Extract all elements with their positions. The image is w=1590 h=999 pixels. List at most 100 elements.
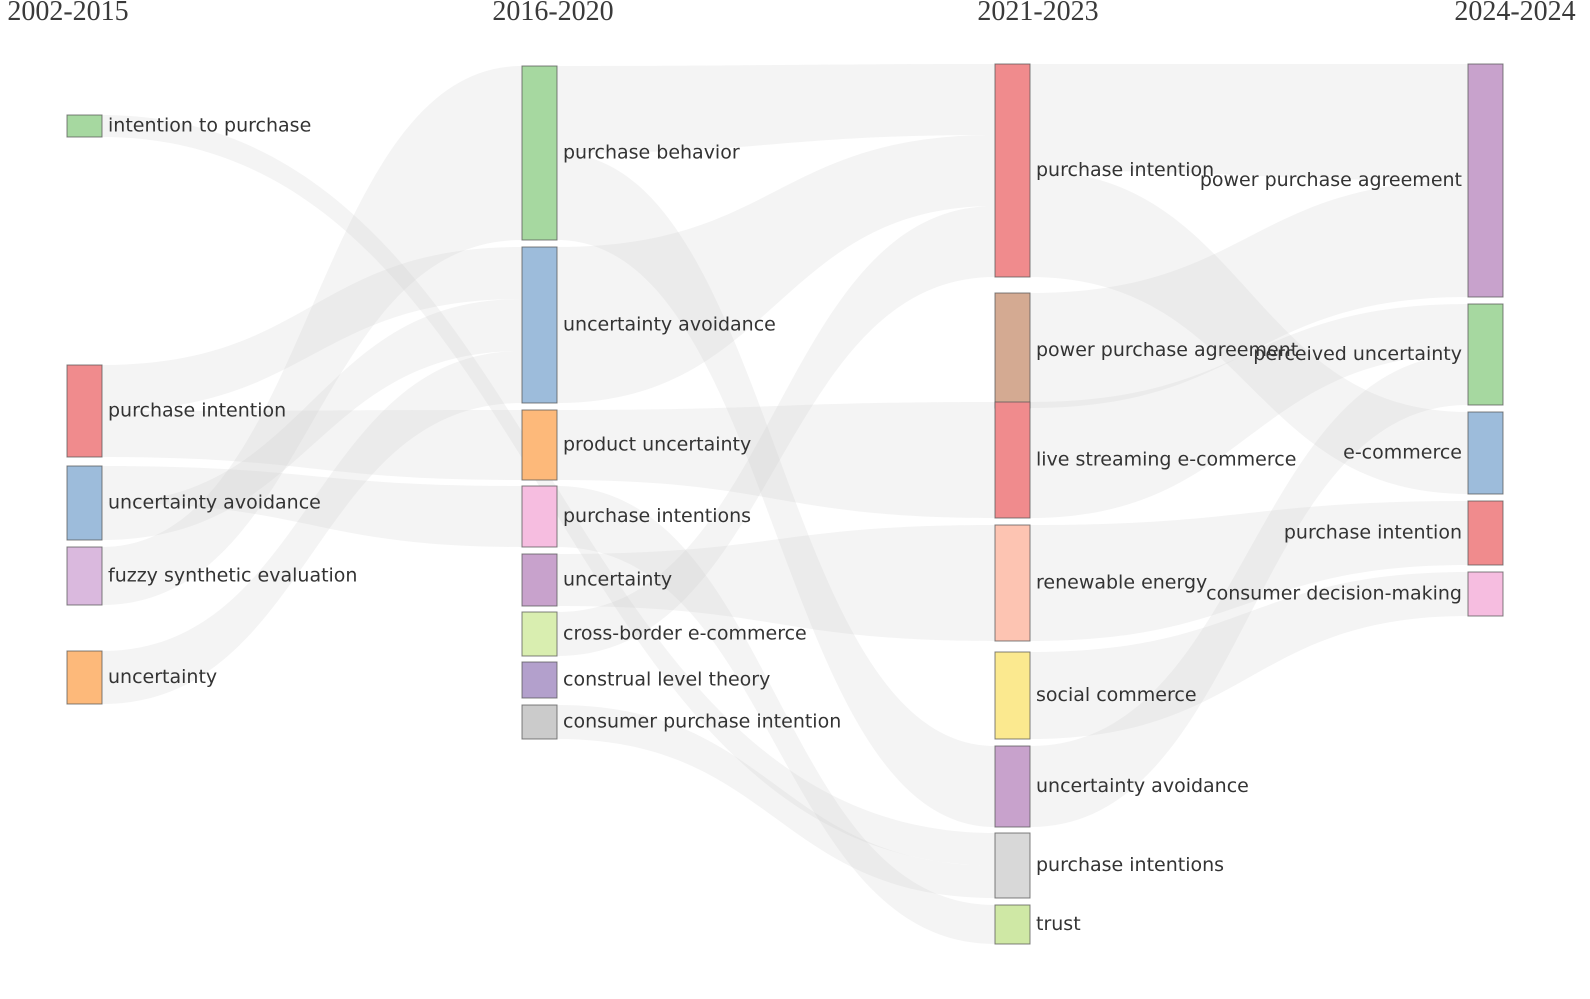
node-label: uncertainty (563, 569, 672, 591)
node-bar[interactable] (1467, 411, 1504, 495)
node-label: purchase intention (108, 400, 286, 422)
node-c2n1[interactable]: power purchase agreement (994, 292, 1298, 409)
node-label: purchase intention (1036, 159, 1214, 181)
node-label: uncertainty avoidance (1036, 775, 1249, 797)
node-bar[interactable] (994, 904, 1031, 945)
flow-c0n2-c1n1[interactable] (102, 299, 522, 540)
node-bar[interactable] (521, 611, 558, 657)
node-c3n2[interactable]: e-commerce (1343, 411, 1504, 495)
node-c3n4[interactable]: consumer decision-making (1206, 571, 1504, 617)
node-bar[interactable] (1467, 63, 1504, 298)
node-c1n5[interactable]: cross-border e-commerce (521, 611, 807, 657)
flow-c1n1-c2n0[interactable] (557, 135, 995, 403)
period-header: 2024-2024 (1454, 0, 1575, 27)
node-label: consumer purchase intention (563, 711, 841, 733)
node-bar[interactable] (521, 704, 558, 740)
flow-c2n1-c3n0[interactable] (1030, 180, 1468, 409)
node-bar[interactable] (1467, 500, 1504, 566)
node-c1n4[interactable]: uncertainty (521, 553, 672, 607)
node-label: intention to purchase (108, 115, 311, 137)
node-label: renewable energy (1036, 572, 1207, 594)
node-bar[interactable] (66, 546, 103, 606)
node-bar[interactable] (66, 650, 103, 705)
node-c0n4[interactable]: uncertainty (66, 650, 217, 705)
node-bar[interactable] (994, 745, 1031, 828)
node-label: uncertainty avoidance (108, 492, 321, 514)
node-bar[interactable] (1467, 303, 1504, 406)
node-c0n2[interactable]: uncertainty avoidance (66, 465, 321, 541)
node-bar[interactable] (521, 246, 558, 404)
node-c3n1[interactable]: perceived uncertainty (1253, 303, 1504, 406)
node-c2n0[interactable]: purchase intention (994, 63, 1214, 278)
node-c3n3[interactable]: purchase intention (1284, 500, 1504, 566)
node-c0n0[interactable]: intention to purchase (66, 114, 311, 138)
node-c2n6[interactable]: purchase intentions (994, 832, 1224, 899)
node-c3n0[interactable]: power purchase agreement (1200, 63, 1504, 298)
node-bar[interactable] (994, 401, 1031, 519)
node-bar[interactable] (994, 292, 1031, 409)
flow-c2n5-c3n1[interactable] (1030, 354, 1468, 828)
node-c2n3[interactable]: renewable energy (994, 524, 1207, 642)
node-c1n7[interactable]: consumer purchase intention (521, 704, 841, 740)
flow-c2n4-c3n4[interactable] (1030, 572, 1468, 739)
node-label: purchase intention (1284, 522, 1462, 544)
period-header: 2016-2020 (492, 0, 613, 27)
node-c0n3[interactable]: fuzzy synthetic evaluation (66, 546, 357, 606)
period-header: 2021-2023 (977, 0, 1098, 27)
node-bar[interactable] (994, 524, 1031, 642)
flow-c1n7-c2n6[interactable] (557, 705, 995, 898)
period-header: 2002-2015 (7, 0, 128, 27)
node-bar[interactable] (66, 364, 103, 458)
flow-c0n1-c1n2[interactable] (102, 410, 522, 480)
flow-c0n2-c1n3[interactable] (102, 466, 522, 547)
flow-c1n5-c2n0[interactable] (557, 206, 995, 656)
flow-c1n2-c2n2[interactable] (557, 402, 995, 518)
flow-c1n0-c2n5[interactable] (557, 153, 995, 827)
node-label: purchase intentions (1036, 854, 1224, 876)
flow-c0n1-c1n1[interactable] (102, 247, 522, 411)
flow-c2n2-c3n1[interactable] (1030, 304, 1468, 518)
node-c1n2[interactable]: product uncertainty (521, 409, 751, 481)
node-bar[interactable] (1467, 571, 1504, 617)
node-label: uncertainty (108, 666, 217, 688)
node-bar[interactable] (521, 661, 558, 699)
node-c1n0[interactable]: purchase behavior (521, 65, 740, 241)
node-label: social commerce (1036, 684, 1197, 706)
flow-c2n0-c3n2[interactable] (1030, 170, 1468, 495)
flow-c1n3-c2n7[interactable] (557, 486, 995, 944)
node-label: perceived uncertainty (1253, 343, 1462, 365)
links-layer (102, 64, 1468, 944)
node-c1n6[interactable]: construal level theory (521, 661, 770, 699)
node-bar[interactable] (521, 409, 558, 481)
node-label: power purchase agreement (1036, 339, 1298, 361)
node-label: purchase behavior (563, 142, 740, 164)
node-bar[interactable] (521, 485, 558, 548)
node-bar[interactable] (66, 114, 103, 138)
node-c1n1[interactable]: uncertainty avoidance (521, 246, 776, 404)
node-label: fuzzy synthetic evaluation (108, 565, 357, 587)
node-c2n2[interactable]: live streaming e-commerce (994, 401, 1296, 519)
node-label: power purchase agreement (1200, 169, 1462, 191)
node-bar[interactable] (994, 832, 1031, 899)
flow-c1n0-c2n0[interactable] (557, 64, 995, 153)
node-c0n1[interactable]: purchase intention (66, 364, 286, 458)
flow-c0n3-c1n0[interactable] (102, 66, 522, 605)
node-bar[interactable] (66, 465, 103, 541)
node-label: uncertainty avoidance (563, 314, 776, 336)
period-headers: 2002-2015 2016-2020 2021-2023 2024-2024 (7, 0, 1575, 27)
flow-c1n4-c2n3[interactable] (557, 525, 995, 641)
node-bar[interactable] (994, 63, 1031, 278)
flow-c0n4-c1n1[interactable] (102, 351, 522, 704)
node-bar[interactable] (994, 651, 1031, 740)
node-c2n5[interactable]: uncertainty avoidance (994, 745, 1249, 828)
flow-c2n3-c3n3[interactable] (1030, 501, 1468, 641)
node-bar[interactable] (521, 553, 558, 607)
node-bar[interactable] (521, 65, 558, 241)
flow-c2n0-c3n0[interactable] (1030, 64, 1468, 181)
node-label: construal level theory (563, 669, 770, 691)
node-c2n7[interactable]: trust (994, 904, 1081, 945)
node-label: trust (1036, 913, 1081, 935)
node-c2n4[interactable]: social commerce (994, 651, 1197, 740)
node-c1n3[interactable]: purchase intentions (521, 485, 751, 548)
